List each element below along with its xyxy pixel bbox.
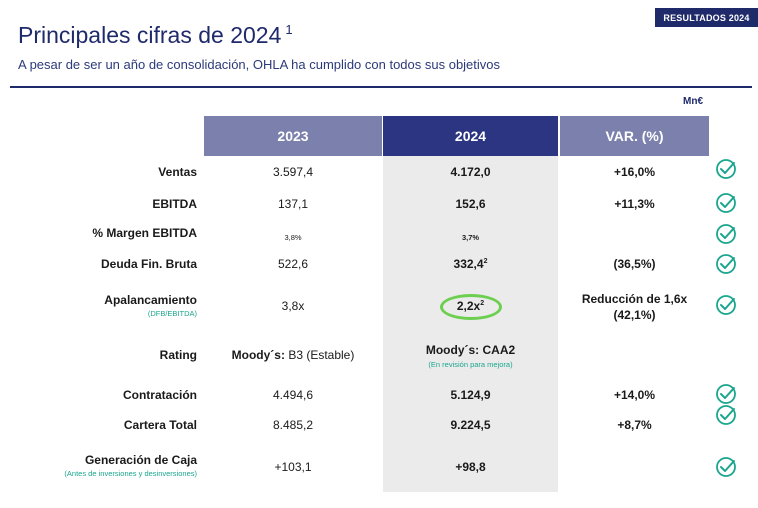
check-circle-icon	[716, 159, 736, 179]
row-label-ebitda: EBITDA	[152, 197, 197, 211]
row-label-ventas: Ventas	[158, 165, 197, 179]
check-circle-icon	[716, 295, 736, 315]
cell-2023-generacion-caja: +103,1	[274, 460, 312, 474]
rating-note: (En revisión para mejora)	[428, 360, 513, 369]
check-circle-icon	[716, 405, 736, 425]
cell-2024-contratacion: 5.124,9	[450, 388, 491, 402]
row-label-contratacion: Contratación	[122, 388, 197, 402]
cell-var-contratacion: +14,0%	[613, 388, 656, 402]
unit-label: Mn€	[683, 96, 703, 107]
cell-2023-ebitda: 137,1	[277, 197, 309, 211]
column-header-2024: 2024	[383, 116, 558, 156]
cell-2023-cartera: 8.485,2	[272, 418, 314, 432]
cell-2024-ventas: 4.172,0	[450, 165, 491, 179]
cell-2023-apalancamiento: 3,8x	[281, 299, 305, 313]
row-label-apalancamiento: Apalancamiento (DFB/EBITDA)	[104, 293, 197, 318]
column-2024-background	[383, 156, 558, 492]
row-label-generacion-caja: Generación de Caja (Antes de inversiones …	[64, 453, 197, 478]
cell-2024-margen-value: 3,7%	[461, 233, 480, 242]
row-label-rating: Rating	[159, 348, 197, 362]
highlight-ring	[440, 294, 502, 320]
section-badge: RESULTADOS 2024	[655, 8, 758, 27]
row-label-cartera: Cartera Total	[123, 418, 197, 432]
cell-var-apalancamiento: Reducción de 1,6x (42,1%)	[581, 292, 688, 322]
check-circle-icon	[716, 254, 736, 274]
cell-2023-contratacion: 4.494,6	[272, 388, 314, 402]
check-circle-icon	[716, 193, 736, 213]
cell-var-ventas: +16,0%	[613, 165, 656, 179]
cell-var-deuda: (36,5%)	[613, 257, 656, 271]
cell-2023-margen-value: 3,8%	[284, 233, 302, 242]
cell-2023-margen: 3,8%	[204, 229, 382, 243]
column-header-var: VAR. (%)	[560, 116, 709, 156]
footnote-2-apalancamiento: 2	[480, 300, 485, 307]
row-label-deuda: Deuda Fin. Bruta	[100, 257, 197, 271]
page-subtitle: A pesar de ser un año de consolidación, …	[18, 57, 501, 72]
cell-2024-cartera: 9.224,5	[450, 418, 491, 432]
cell-2023-ventas: 3.597,4	[272, 165, 314, 179]
cell-2023-deuda: 522,6	[277, 257, 309, 271]
cell-2024-rating: Moody´s: CAA2 (En revisión para mejora)	[383, 343, 558, 369]
cell-var-cartera: +8,7%	[617, 418, 652, 432]
cell-2024-apalancamiento: 2,2x2	[456, 299, 485, 313]
cell-2024-margen: 3,7%	[383, 229, 558, 243]
row-note-generacion-caja: (Antes de inversiones y desinversiones)	[64, 469, 197, 478]
check-circle-icon	[716, 457, 736, 477]
check-circle-icon	[716, 384, 736, 404]
row-label-margen-ebitda: % Margen EBITDA	[92, 226, 197, 240]
cell-2024-generacion-caja: +98,8	[455, 460, 486, 474]
row-note-apalancamiento: (DFB/EBITDA)	[147, 309, 197, 318]
check-circle-icon	[716, 224, 736, 244]
cell-2024-ebitda: 152,6	[455, 197, 486, 211]
footnote-2-deuda: 2	[483, 258, 488, 265]
title-divider	[10, 86, 752, 88]
page-title: Principales cifras de 2024 1	[18, 22, 293, 48]
cell-2023-rating: Moody´s: B3 (Estable)	[231, 348, 355, 362]
cell-var-ebitda: +11,3%	[614, 197, 655, 211]
title-footnote: 1	[285, 22, 293, 37]
column-header-2023: 2023	[204, 116, 382, 156]
cell-2024-deuda: 332,42	[453, 257, 488, 271]
